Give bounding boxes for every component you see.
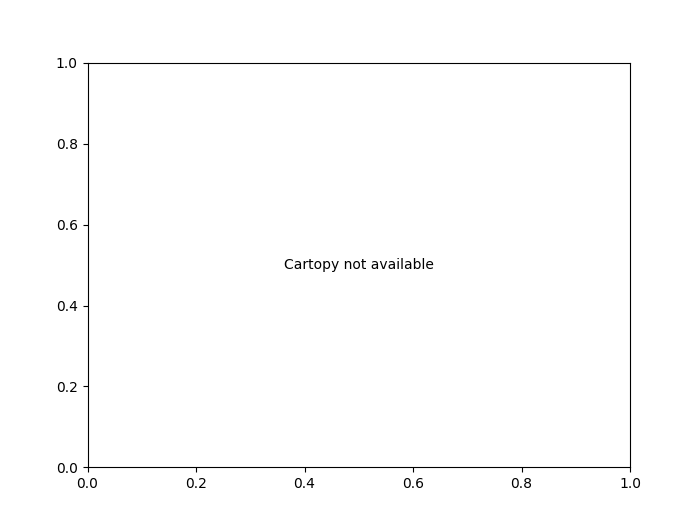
- Text: Cartopy not available: Cartopy not available: [284, 258, 434, 272]
